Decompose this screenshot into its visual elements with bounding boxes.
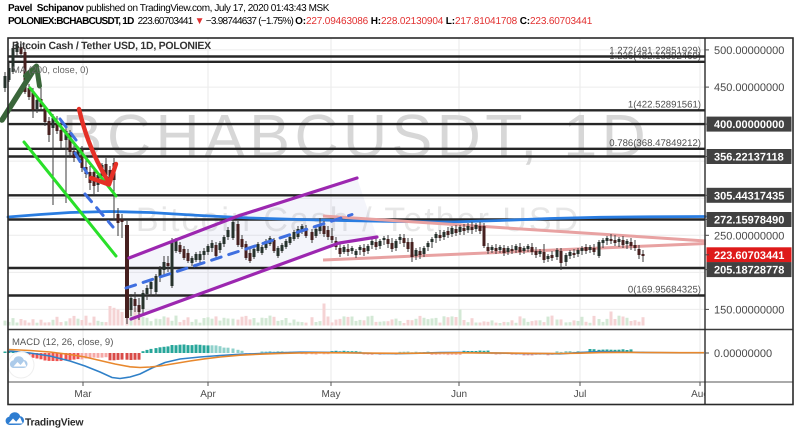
svg-text:May: May xyxy=(322,389,341,400)
svg-text:Mar: Mar xyxy=(74,389,92,400)
svg-text:BCHABCUSDT, 1D: BCHABCUSDT, 1D xyxy=(62,102,650,170)
svg-text:Apr: Apr xyxy=(200,389,216,400)
svg-text:0(169.95684325): 0(169.95684325) xyxy=(628,285,701,296)
svg-text:Jun: Jun xyxy=(451,389,467,400)
svg-text:Jul: Jul xyxy=(574,389,587,400)
svg-text:400.00000000: 400.00000000 xyxy=(714,119,784,131)
svg-text:500.00000000: 500.00000000 xyxy=(714,45,784,57)
svg-text:MACD (12, 26, close, 9): MACD (12, 26, close, 9) xyxy=(12,337,113,348)
svg-text:305.44317435: 305.44317435 xyxy=(714,190,784,202)
svg-text:205.18728778: 205.18728778 xyxy=(714,265,784,277)
svg-text:356.22137118: 356.22137118 xyxy=(714,152,784,164)
svg-text:250.00000000: 250.00000000 xyxy=(714,230,784,242)
svg-text:1.272(491.22851929): 1.272(491.22851929) xyxy=(609,46,701,57)
svg-text:0.786(368.47849212): 0.786(368.47849212) xyxy=(609,138,701,149)
svg-text:Aug: Aug xyxy=(691,389,709,400)
svg-text:0.00000000: 0.00000000 xyxy=(714,348,772,360)
svg-text:TradingView: TradingView xyxy=(25,418,84,429)
svg-text:Bitcoin Cash / Tether USD, 1D,: Bitcoin Cash / Tether USD, 1D, POLONIEX xyxy=(12,40,211,52)
svg-text:450.00000000: 450.00000000 xyxy=(714,82,784,94)
svg-text:223.60703441: 223.60703441 xyxy=(714,250,784,262)
svg-text:1(422.52891561): 1(422.52891561) xyxy=(628,99,701,110)
svg-text:150.00000000: 150.00000000 xyxy=(714,304,784,316)
svg-text:272.15978490: 272.15978490 xyxy=(714,215,784,227)
svg-text:MA (200, close, 0): MA (200, close, 0) xyxy=(12,65,89,76)
